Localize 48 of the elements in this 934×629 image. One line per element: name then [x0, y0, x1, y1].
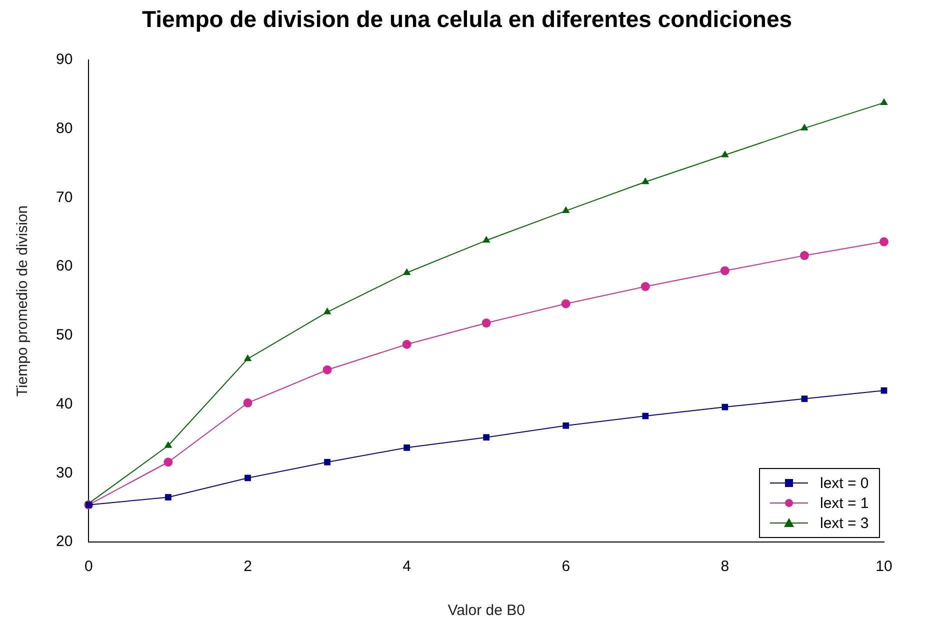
point	[561, 299, 570, 308]
y-tick-label: 50	[56, 326, 73, 344]
point	[642, 412, 649, 420]
x-tick-label: 0	[84, 558, 93, 576]
point	[483, 434, 490, 441]
x-tick-label: 6	[562, 558, 570, 576]
legend-label: lext = 3	[820, 514, 869, 532]
x-tick-label: 4	[402, 558, 411, 576]
point	[243, 398, 252, 408]
point	[402, 340, 412, 349]
x-tick-label: 8	[720, 558, 730, 576]
point	[482, 236, 490, 243]
x-tick-label: 10	[876, 558, 892, 576]
x-tick-label: 2	[244, 558, 252, 576]
point	[880, 237, 888, 246]
point	[244, 354, 252, 362]
y-axis-title: Tiempo promedio de division	[14, 205, 32, 397]
point	[800, 124, 808, 130]
y-tick-label: 20	[56, 533, 73, 550]
y-tick-label: 70	[56, 188, 73, 206]
point	[721, 150, 729, 158]
point	[642, 177, 650, 184]
legend-label: lext = 0	[820, 474, 869, 492]
y-tick-label: 80	[56, 120, 73, 137]
point	[164, 458, 173, 467]
point	[323, 308, 332, 314]
y-tick-label: 40	[56, 395, 73, 412]
point	[640, 282, 650, 292]
point	[482, 318, 491, 328]
x-axis-title: Valor de B0	[448, 602, 525, 620]
point	[562, 422, 570, 429]
point	[165, 494, 172, 500]
point	[164, 441, 172, 448]
y-tick-label: 60	[56, 258, 73, 275]
y-tick-label: 30	[56, 464, 73, 482]
legend-label: lext = 1	[820, 494, 869, 512]
y-tick-label: 90	[56, 51, 73, 68]
chart-title: Tiempo de division de una celula en diferentes condiciones	[140, 6, 794, 33]
point	[880, 98, 888, 105]
point	[402, 268, 411, 276]
point	[244, 474, 251, 482]
point	[324, 458, 330, 466]
point	[800, 251, 809, 260]
point	[720, 266, 730, 276]
point	[404, 444, 410, 451]
point	[801, 396, 808, 402]
point	[562, 206, 570, 214]
point	[322, 365, 332, 374]
